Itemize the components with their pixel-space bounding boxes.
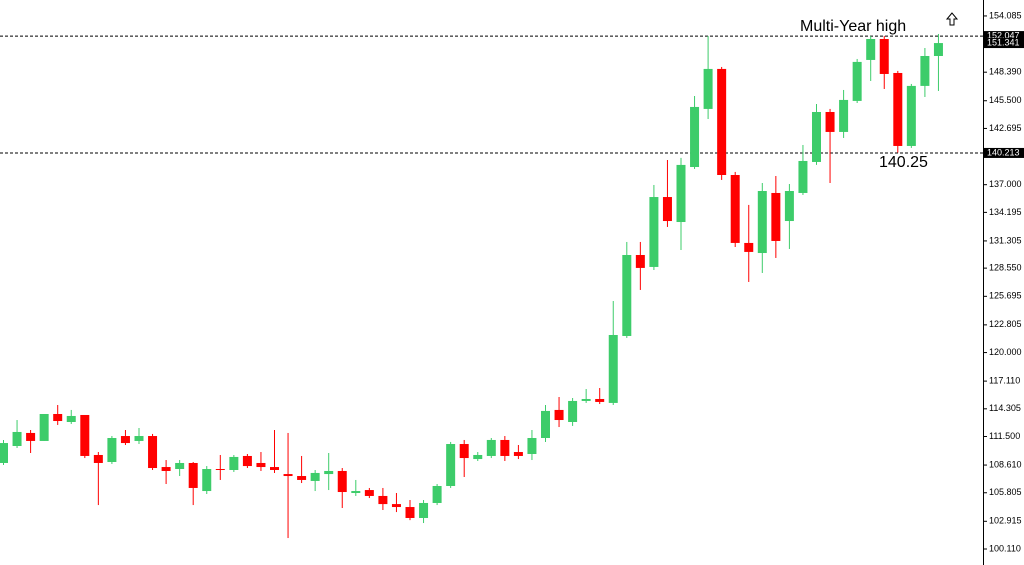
y-tick-label: 111.500 [989, 431, 1020, 441]
candle-body [757, 190, 767, 254]
candle-body [107, 437, 117, 462]
candle-body [527, 437, 537, 454]
candle-body [595, 398, 605, 402]
candle-body [446, 444, 456, 486]
candle-body [405, 507, 415, 518]
candle-body [812, 111, 821, 162]
arrow-icon [945, 12, 959, 26]
y-tick-label: 148.390 [989, 67, 1022, 77]
y-tick-label: 145.500 [989, 95, 1022, 105]
candle-body [120, 436, 130, 444]
candle-body [93, 454, 103, 463]
candle-body [351, 491, 361, 494]
candle-body [297, 476, 307, 480]
candle-body [866, 39, 876, 60]
level-label: 152.047 [987, 30, 1020, 40]
candle-body [703, 68, 713, 109]
y-tick-label: 134.195 [989, 207, 1022, 217]
candle-body [53, 413, 63, 422]
candle-body [242, 455, 252, 467]
candle-body [324, 470, 334, 475]
candle-body [513, 452, 523, 456]
y-tick-label: 131.305 [989, 235, 1022, 245]
candle-body [188, 462, 198, 488]
candle-body [730, 175, 740, 243]
candle-body [690, 106, 700, 168]
y-tick-label: 128.550 [989, 263, 1022, 273]
candle-body [771, 192, 781, 241]
candle-body [798, 160, 808, 193]
candle-body [879, 39, 889, 74]
y-tick-label: 105.805 [989, 487, 1022, 497]
candle-body [500, 439, 510, 456]
y-tick-label: 142.695 [989, 123, 1022, 133]
candle-body [202, 469, 212, 492]
candle-body [839, 99, 849, 132]
y-tick-label: 125.695 [989, 291, 1022, 301]
candle-body [635, 254, 645, 268]
candle-body [134, 436, 144, 441]
candle-body [378, 495, 388, 505]
candle-body [622, 254, 632, 336]
candle-body [229, 456, 239, 470]
candle-body [608, 334, 618, 403]
candle-body [541, 410, 550, 438]
candle-body [662, 197, 672, 222]
annotation: 140.25 [879, 154, 928, 171]
candle-body [270, 467, 279, 470]
candle-body [39, 413, 49, 441]
level-box [984, 147, 1024, 158]
price-box [984, 38, 1024, 49]
y-tick-label: 120.000 [989, 347, 1022, 357]
y-tick-label: 114.305 [989, 403, 1021, 413]
price-label: 151.341 [987, 37, 1020, 47]
candle-body [717, 68, 727, 176]
candle-body [12, 431, 22, 446]
candle-body [432, 485, 442, 503]
candle-body [649, 197, 659, 267]
level-label: 140.213 [987, 147, 1020, 157]
candle-body [391, 504, 401, 508]
y-tick-label: 102.915 [989, 516, 1022, 526]
candle-body [80, 414, 90, 456]
candle-body [419, 502, 429, 518]
level-box [984, 31, 1024, 42]
y-tick-label: 137.000 [989, 179, 1022, 189]
y-tick-label: 108.610 [989, 459, 1022, 469]
annotation: Multi-Year high [800, 18, 906, 35]
candle-body [486, 439, 496, 456]
candle-body [283, 474, 293, 477]
candle-body [852, 61, 862, 101]
candle-body [906, 85, 916, 146]
candle-body [364, 490, 374, 496]
candle-body [175, 462, 185, 470]
candle-body [568, 400, 578, 422]
candle-body [473, 454, 483, 460]
candle-body [893, 72, 903, 146]
candle-body [0, 443, 8, 463]
candle-body [825, 111, 835, 132]
y-tick-label: 122.805 [989, 319, 1022, 329]
y-tick-label: 154.085 [989, 10, 1022, 20]
candle-body [66, 415, 76, 422]
candle-body [784, 190, 794, 222]
candle-body [459, 444, 469, 459]
candle-body [256, 462, 266, 468]
candle-body [920, 55, 930, 86]
candle-body [933, 43, 943, 56]
candle-body [310, 472, 320, 481]
candle-body [148, 436, 158, 469]
y-tick-label: 100.110 [989, 543, 1021, 553]
candle-body [161, 467, 171, 471]
candle-body [676, 164, 686, 223]
candle-body [581, 398, 591, 401]
candle-body [337, 470, 347, 493]
candle-body [554, 409, 564, 421]
candle-body [215, 469, 225, 471]
y-tick-label: 117.110 [989, 375, 1020, 385]
candle-body [744, 242, 754, 252]
candle-body [26, 432, 36, 441]
